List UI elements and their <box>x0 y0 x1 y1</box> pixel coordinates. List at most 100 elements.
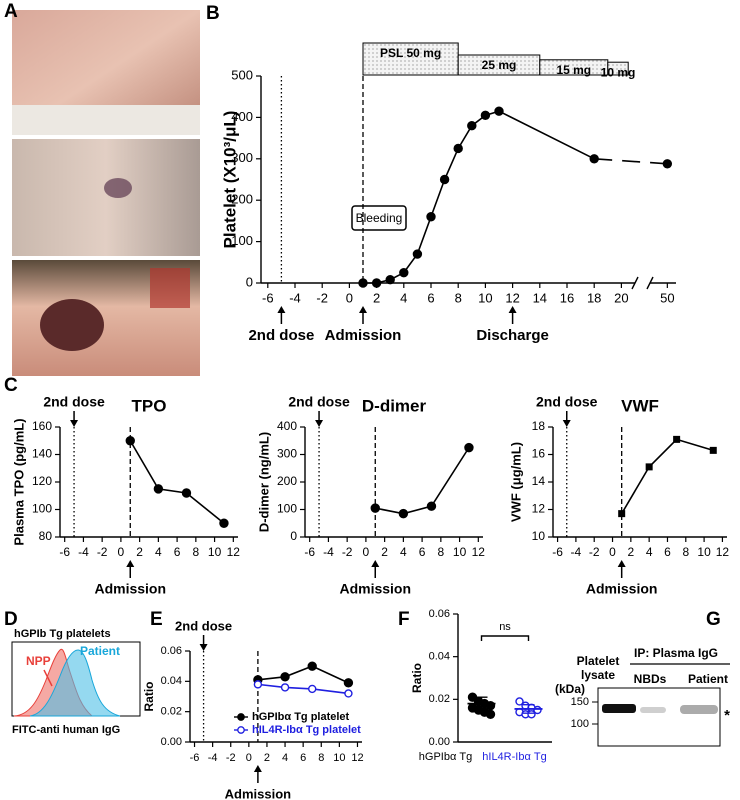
photo-leg <box>12 139 200 256</box>
marker <box>385 274 395 285</box>
blot-frame <box>597 687 721 747</box>
y-tick-label: 160 <box>32 419 52 433</box>
x-tick-label: -6 <box>190 752 200 764</box>
marker <box>358 278 368 288</box>
dose-label: PSL 50 mg <box>380 46 441 60</box>
x-tick-label: -6 <box>304 545 315 559</box>
x-tick-label: 18 <box>587 290 601 305</box>
x-tick-label: 4 <box>646 545 653 559</box>
y-tick-label: 0.04 <box>161 675 182 687</box>
x-tick-label: 2 <box>381 545 388 559</box>
legend-arrow <box>43 669 53 687</box>
y-tick-label: 0 <box>290 529 297 543</box>
marker <box>673 435 681 443</box>
callout-box <box>351 205 407 231</box>
series-line <box>257 683 349 695</box>
y-tick-label: 300 <box>231 150 253 165</box>
annotation-arrowhead <box>359 306 367 313</box>
annotation-arrowhead <box>315 420 324 427</box>
annotation-arrowhead <box>277 306 286 313</box>
blot-band <box>640 707 666 713</box>
x-tick-label: 12 <box>505 290 519 305</box>
marker <box>307 661 317 671</box>
lane-label: Patient <box>688 672 728 686</box>
x-tick-label: 4 <box>400 290 407 305</box>
x-tick-label: 8 <box>437 545 444 559</box>
histogram-patient <box>29 649 121 717</box>
ip-label: IP: Plasma IgG <box>634 646 718 660</box>
y-tick-label: 0.06 <box>161 645 182 657</box>
size-marker-label: 100 <box>571 718 589 730</box>
annotation-arrowhead <box>371 560 380 567</box>
y-tick-label: 10 <box>532 529 546 543</box>
annotation: Discharge <box>476 327 549 344</box>
legend-marker <box>237 726 245 734</box>
legend-label: hGPIbα Tg platelet <box>252 711 350 723</box>
marker <box>426 212 436 222</box>
photo-bruise <box>104 178 132 198</box>
y-axis-label: Ratio <box>142 682 156 712</box>
legend-label: Patient <box>80 644 120 658</box>
y-tick-label: 18 <box>532 419 546 433</box>
y-axis-label: Platelet (X10³/μL) <box>220 111 239 249</box>
x-tick-label: 2 <box>627 545 634 559</box>
x-tick-label: 0 <box>118 545 125 559</box>
y-tick-label: 200 <box>277 474 297 488</box>
marker <box>412 249 423 259</box>
x-tick-label: -2 <box>226 752 236 764</box>
x-tick-label: 12 <box>472 545 486 559</box>
x-tick-label: -6 <box>552 545 563 559</box>
blot-band <box>602 704 636 713</box>
marker <box>371 278 382 288</box>
marker <box>280 672 290 682</box>
y-axis-label: VWF (μg/mL) <box>508 442 523 522</box>
panel-label: F <box>398 609 410 630</box>
y-tick-label: 0.02 <box>161 706 182 718</box>
lane-label: lysate <box>581 668 615 682</box>
annotation: Admission <box>339 581 411 597</box>
marker <box>618 510 626 518</box>
x-tick-label: 20 <box>614 290 628 305</box>
callout-text: Bleeding <box>356 211 403 225</box>
series-line <box>363 110 595 284</box>
y-tick-label: 14 <box>532 474 546 488</box>
annotation-arrowhead <box>126 560 135 567</box>
dose-bar <box>362 42 459 76</box>
blot-panel: Platelet lysate IP: Plasma IgG NBDs Pati… <box>555 646 730 747</box>
panel-label: D <box>4 609 18 630</box>
panel-label: G <box>706 609 721 630</box>
series-line <box>129 440 225 524</box>
annotation-arrowhead <box>562 420 571 427</box>
y-tick-label: 100 <box>32 502 52 516</box>
lane-label: Platelet <box>577 654 620 668</box>
marker <box>308 684 317 694</box>
photo-mouth-open <box>40 299 104 351</box>
marker <box>219 518 229 528</box>
legend-label: NPP <box>26 654 51 668</box>
marker <box>439 174 450 185</box>
x-tick-label: 10 <box>208 545 222 559</box>
marker <box>709 446 717 454</box>
error-bar <box>475 696 488 711</box>
marker <box>399 267 409 278</box>
annotation-arrowhead <box>199 644 208 651</box>
x-tick-label: 14 <box>533 290 547 305</box>
size-marker-label: 150 <box>571 696 589 708</box>
blot-band <box>680 705 718 714</box>
marker <box>344 689 353 698</box>
y-tick-label: 0.06 <box>429 608 450 620</box>
histogram-x-label: FITC-anti human IgG <box>12 724 120 736</box>
marker <box>480 110 491 121</box>
x-tick-label: 6 <box>300 752 306 764</box>
histogram-title: hGPIb Tg platelets <box>14 628 111 640</box>
legend-marker <box>237 713 245 721</box>
annotation: Admission <box>586 581 658 597</box>
panel-label: C <box>4 375 18 396</box>
y-tick-label: 400 <box>277 419 297 433</box>
chart-title: TPO <box>132 396 167 415</box>
dose-bar <box>607 61 629 76</box>
x-tick-label: -2 <box>342 545 353 559</box>
series-bridge <box>594 158 668 165</box>
y-tick-label: 80 <box>39 529 53 543</box>
